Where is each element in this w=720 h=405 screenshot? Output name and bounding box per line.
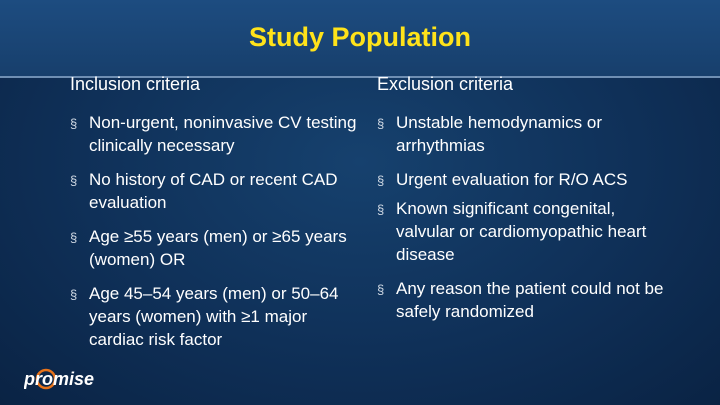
bullet-icon: § [377,173,385,188]
bullet-icon: § [377,202,385,217]
exclusion-item: § Unstable hemodynamics or arrhythmias [377,111,677,157]
inclusion-item-text: No history of CAD or recent CAD evaluati… [89,170,338,212]
inclusion-item: § Non-urgent, noninvasive CV testing cli… [70,111,360,157]
promise-logo-icon: promise [23,368,94,390]
inclusion-item-text: Age 45–54 years (men) or 50–64 years (wo… [89,284,339,349]
bullet-icon: § [70,116,78,131]
exclusion-item-text: Any reason the patient could not be safe… [396,279,664,321]
inclusion-item-text: Non-urgent, noninvasive CV testing clini… [89,113,357,155]
bullet-icon: § [70,173,78,188]
bullet-icon: § [70,230,78,245]
bullet-icon: § [377,282,385,297]
exclusion-column: Exclusion criteria § Unstable hemodynami… [377,74,677,334]
exclusion-header: Exclusion criteria [377,74,514,94]
promise-logo: promise [23,366,104,392]
inclusion-item-text: Age ≥55 years (men) or ≥65 years (women)… [89,227,347,269]
inclusion-column: Inclusion criteria § Non-urgent, noninva… [70,74,360,362]
bullet-icon: § [377,116,385,131]
exclusion-item: § Any reason the patient could not be sa… [377,277,677,323]
slide-title: Study Population [249,22,471,52]
title-bar [0,0,720,78]
exclusion-item-text: Unstable hemodynamics or arrhythmias [396,113,602,155]
inclusion-item: § No history of CAD or recent CAD evalua… [70,168,360,214]
exclusion-item-text: Known significant congenital, valvular o… [396,199,647,264]
bullet-icon: § [70,287,78,302]
exclusion-item: § Known significant congenital, valvular… [377,197,677,266]
exclusion-item-text: Urgent evaluation for R/O ACS [396,170,628,189]
exclusion-item: § Urgent evaluation for R/O ACS [377,168,677,191]
inclusion-item: § Age ≥55 years (men) or ≥65 years (wome… [70,225,360,271]
inclusion-item: § Age 45–54 years (men) or 50–64 years (… [70,282,360,351]
logo-text: promise [24,369,94,389]
inclusion-header: Inclusion criteria [70,74,201,94]
